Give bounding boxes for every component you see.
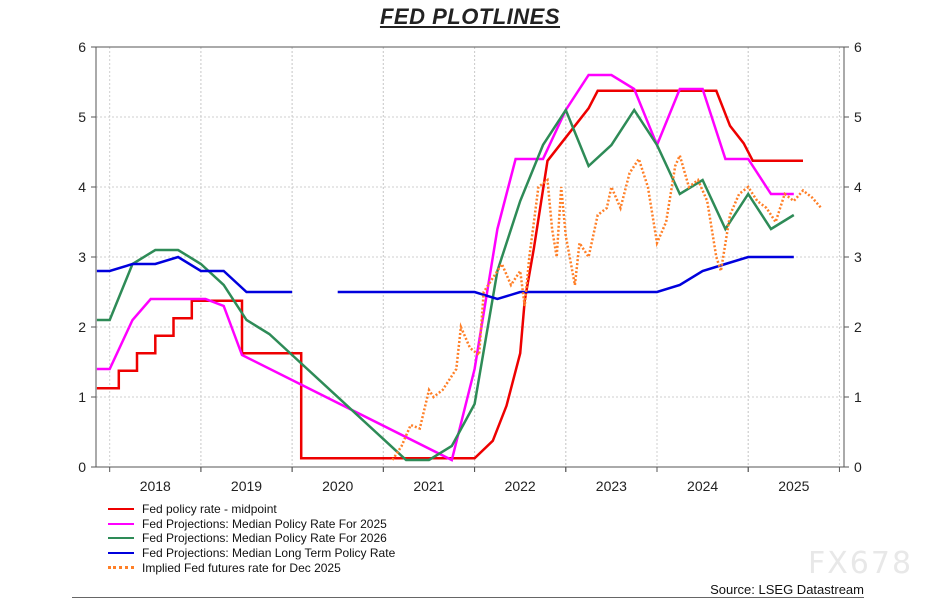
legend-item: Fed Projections: Median Policy Rate For … — [108, 517, 395, 532]
legend-item: Fed policy rate - midpoint — [108, 502, 395, 517]
legend-swatch — [108, 552, 134, 555]
grid-lines — [96, 47, 844, 467]
y-tick-label-left: 4 — [78, 179, 86, 195]
y-tick-label-right: 1 — [854, 389, 862, 405]
x-tick-label: 2019 — [231, 478, 262, 494]
legend-label: Fed Projections: Median Long Term Policy… — [142, 546, 396, 561]
chart-legend: Fed policy rate - midpoint Fed Projection… — [108, 502, 395, 575]
axis-ticks: 0 0 1 1 2 2 3 3 4 4 5 5 6 6 2018 2019 2020 2021 2022 2023 20… — [78, 39, 862, 494]
y-tick-label-left: 2 — [78, 319, 86, 335]
series-line-5 — [391, 151, 823, 461]
chart-title: FED PLOTLINES — [379, 4, 561, 29]
y-tick-label-right: 6 — [854, 39, 862, 55]
y-tick-label-left: 5 — [78, 109, 86, 125]
y-tick-label-left: 6 — [78, 39, 86, 55]
series-line-1 — [96, 89, 803, 460]
y-tick-label-right: 2 — [854, 319, 862, 335]
x-tick-label: 2023 — [596, 478, 627, 494]
legend-swatch — [108, 508, 134, 511]
y-tick-label-right: 0 — [854, 459, 862, 475]
y-tick-label-right: 3 — [854, 249, 862, 265]
y-tick-label-right: 5 — [854, 109, 862, 125]
x-tick-label: 2022 — [505, 478, 536, 494]
legend-label: Fed Projections: Median Policy Rate For … — [142, 531, 387, 546]
bottom-divider — [72, 597, 864, 598]
legend-item: Fed Projections: Median Policy Rate For … — [108, 531, 395, 546]
series-line-3 — [96, 107, 795, 462]
x-tick-label: 2025 — [778, 478, 809, 494]
legend-swatch — [108, 537, 134, 540]
y-tick-label-right: 4 — [854, 179, 862, 195]
series-line-2 — [96, 73, 794, 462]
legend-item: Fed Projections: Median Long Term Policy… — [108, 546, 395, 561]
y-tick-label-left: 1 — [78, 389, 86, 405]
y-tick-label-left: 3 — [78, 249, 86, 265]
x-tick-label: 2018 — [140, 478, 171, 494]
legend-swatch — [108, 566, 134, 570]
legend-label: Fed Projections: Median Policy Rate For … — [142, 516, 387, 531]
y-tick-label-left: 0 — [78, 459, 86, 475]
watermark-logo: FX678 — [808, 546, 914, 581]
legend-label: Implied Fed futures rate for Dec 2025 — [142, 560, 341, 575]
source-note: Source: LSEG Datastream — [710, 582, 864, 597]
legend-label: Fed policy rate - midpoint — [142, 502, 277, 517]
x-tick-label: 2021 — [413, 478, 444, 494]
series-line-4 — [96, 255, 794, 301]
legend-item: Implied Fed futures rate for Dec 2025 — [108, 560, 395, 575]
x-tick-label: 2020 — [322, 478, 353, 494]
series-lines — [96, 73, 823, 462]
x-tick-label: 2024 — [687, 478, 718, 494]
legend-swatch — [108, 522, 134, 525]
